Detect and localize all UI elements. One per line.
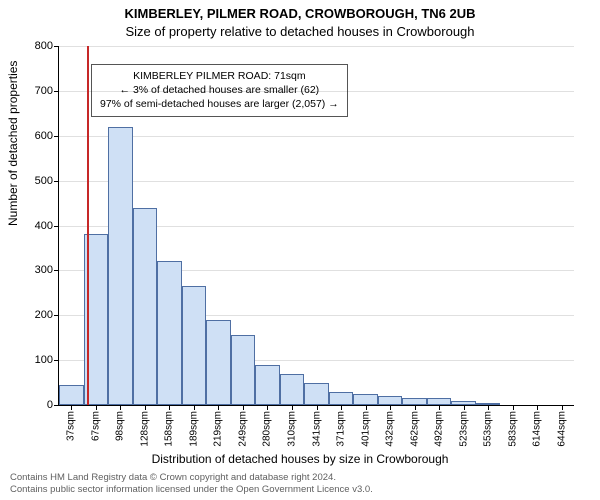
ytick-label: 600	[35, 130, 53, 142]
histogram-bar	[353, 394, 378, 405]
chart-title-line1: KIMBERLEY, PILMER ROAD, CROWBOROUGH, TN6…	[0, 6, 600, 21]
xtick-label: 249sqm	[237, 411, 248, 447]
xtick-label: 614sqm	[532, 411, 543, 447]
annotation-line3: 97% of semi-detached houses are larger (…	[100, 97, 339, 111]
chart-title-line2: Size of property relative to detached ho…	[0, 24, 600, 39]
xtick-label: 553sqm	[483, 411, 494, 447]
footer-line1: Contains HM Land Registry data © Crown c…	[10, 472, 373, 484]
xtick-label: 280sqm	[262, 411, 273, 447]
xtick-mark	[169, 405, 170, 410]
xtick-mark	[145, 405, 146, 410]
histogram-bar	[329, 392, 354, 405]
gridline	[59, 181, 574, 182]
xtick-label: 158sqm	[164, 411, 175, 447]
ytick-label: 0	[47, 399, 53, 411]
xtick-mark	[341, 405, 342, 410]
ytick-mark	[54, 270, 59, 271]
ytick-label: 200	[35, 309, 53, 321]
xtick-mark	[366, 405, 367, 410]
ytick-mark	[54, 226, 59, 227]
annotation-line1: KIMBERLEY PILMER ROAD: 71sqm	[100, 69, 339, 83]
xtick-mark	[439, 405, 440, 410]
xtick-label: 371sqm	[336, 411, 347, 447]
ytick-label: 700	[35, 85, 53, 97]
y-axis-label: Number of detached properties	[6, 61, 20, 226]
xtick-mark	[218, 405, 219, 410]
ytick-mark	[54, 360, 59, 361]
ytick-mark	[54, 91, 59, 92]
gridline	[59, 46, 574, 47]
xtick-mark	[415, 405, 416, 410]
ytick-label: 500	[35, 175, 53, 187]
histogram-bar	[427, 398, 452, 405]
ytick-mark	[54, 136, 59, 137]
xtick-mark	[390, 405, 391, 410]
histogram-bar	[108, 127, 133, 405]
ytick-mark	[54, 315, 59, 316]
ytick-mark	[54, 405, 59, 406]
xtick-label: 583sqm	[507, 411, 518, 447]
xtick-mark	[537, 405, 538, 410]
xtick-mark	[464, 405, 465, 410]
xtick-label: 401sqm	[360, 411, 371, 447]
xtick-label: 492sqm	[434, 411, 445, 447]
ytick-label: 400	[35, 220, 53, 232]
ytick-mark	[54, 181, 59, 182]
histogram-bar	[402, 398, 427, 405]
histogram-bar	[182, 286, 207, 405]
xtick-label: 523sqm	[458, 411, 469, 447]
footer-line2: Contains public sector information licen…	[10, 484, 373, 496]
histogram-bar	[157, 261, 182, 405]
xtick-label: 341sqm	[311, 411, 322, 447]
histogram-bar	[206, 320, 231, 405]
xtick-label: 67sqm	[90, 411, 101, 441]
gridline	[59, 136, 574, 137]
histogram-bar	[231, 335, 256, 405]
ytick-label: 100	[35, 354, 53, 366]
xtick-mark	[513, 405, 514, 410]
footer-attribution: Contains HM Land Registry data © Crown c…	[10, 472, 373, 496]
histogram-bar	[378, 396, 403, 405]
x-axis-label: Distribution of detached houses by size …	[0, 452, 600, 466]
xtick-label: 37sqm	[66, 411, 77, 441]
xtick-label: 310sqm	[286, 411, 297, 447]
chart-container: KIMBERLEY, PILMER ROAD, CROWBOROUGH, TN6…	[0, 0, 600, 500]
xtick-label: 219sqm	[213, 411, 224, 447]
xtick-label: 128sqm	[139, 411, 150, 447]
xtick-mark	[243, 405, 244, 410]
ytick-label: 300	[35, 264, 53, 276]
xtick-mark	[292, 405, 293, 410]
xtick-mark	[96, 405, 97, 410]
ytick-label: 800	[35, 40, 53, 52]
xtick-mark	[562, 405, 563, 410]
histogram-bar	[280, 374, 305, 405]
histogram-bar	[59, 385, 84, 405]
xtick-label: 432sqm	[385, 411, 396, 447]
xtick-label: 98sqm	[115, 411, 126, 441]
xtick-label: 462sqm	[409, 411, 420, 447]
xtick-label: 644sqm	[556, 411, 567, 447]
histogram-bar	[304, 383, 329, 405]
xtick-mark	[120, 405, 121, 410]
gridline	[59, 91, 574, 92]
plot-area: KIMBERLEY PILMER ROAD: 71sqm ← 3% of det…	[58, 46, 574, 406]
xtick-mark	[317, 405, 318, 410]
histogram-bar	[255, 365, 280, 405]
xtick-mark	[488, 405, 489, 410]
xtick-mark	[71, 405, 72, 410]
xtick-label: 189sqm	[188, 411, 199, 447]
xtick-mark	[267, 405, 268, 410]
ytick-mark	[54, 46, 59, 47]
reference-line	[87, 46, 89, 405]
xtick-mark	[194, 405, 195, 410]
histogram-bar	[133, 208, 158, 405]
